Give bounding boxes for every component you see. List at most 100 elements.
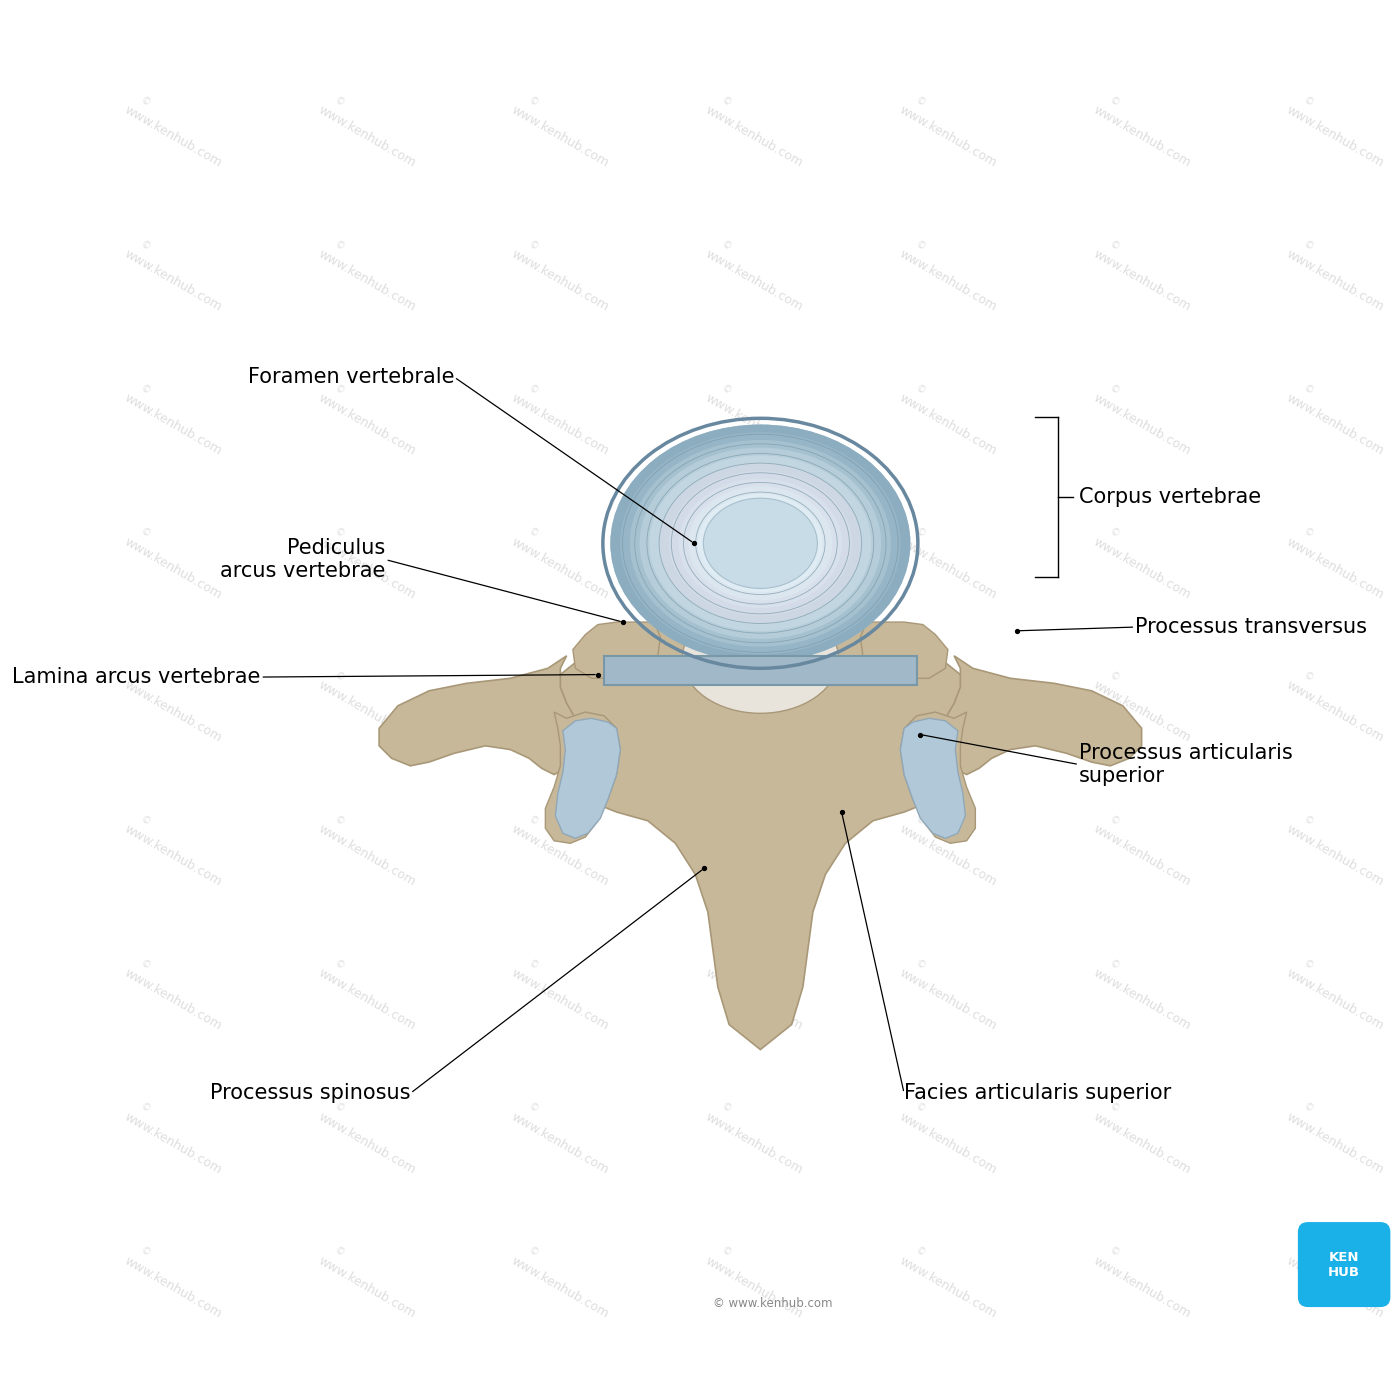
Text: ©: © [526, 958, 539, 972]
Text: www.kenhub.com: www.kenhub.com [703, 679, 805, 745]
Text: www.kenhub.com: www.kenhub.com [1284, 823, 1386, 889]
Text: ©: © [139, 958, 153, 972]
Text: www.kenhub.com: www.kenhub.com [315, 248, 417, 314]
Polygon shape [542, 624, 979, 1050]
Text: www.kenhub.com: www.kenhub.com [1091, 392, 1193, 458]
Text: ©: © [720, 526, 734, 540]
Ellipse shape [699, 494, 823, 592]
Text: www.kenhub.com: www.kenhub.com [1091, 104, 1193, 171]
Text: ©: © [720, 239, 734, 252]
Text: www.kenhub.com: www.kenhub.com [122, 248, 224, 314]
Text: ©: © [526, 1102, 539, 1114]
Text: ©: © [1107, 239, 1121, 252]
Text: ©: © [720, 1246, 734, 1259]
Text: www.kenhub.com: www.kenhub.com [510, 104, 612, 171]
Text: www.kenhub.com: www.kenhub.com [1284, 392, 1386, 458]
Text: www.kenhub.com: www.kenhub.com [897, 1254, 1000, 1320]
Text: www.kenhub.com: www.kenhub.com [315, 966, 417, 1033]
Text: Processus spinosus: Processus spinosus [210, 1084, 410, 1103]
Text: www.kenhub.com: www.kenhub.com [510, 679, 612, 745]
Text: ©: © [139, 526, 153, 540]
Polygon shape [379, 655, 580, 774]
Text: Pediculus
arcus vertebrae: Pediculus arcus vertebrae [220, 538, 385, 581]
Text: www.kenhub.com: www.kenhub.com [510, 535, 612, 602]
Text: ©: © [139, 95, 153, 109]
Text: ©: © [526, 526, 539, 540]
Text: www.kenhub.com: www.kenhub.com [897, 966, 1000, 1033]
Text: www.kenhub.com: www.kenhub.com [897, 1110, 1000, 1176]
Polygon shape [861, 622, 948, 679]
Text: ©: © [1107, 671, 1121, 683]
Text: ©: © [332, 239, 346, 252]
Text: www.kenhub.com: www.kenhub.com [1284, 966, 1386, 1033]
Text: ©: © [332, 1246, 346, 1259]
Text: ©: © [1301, 526, 1315, 540]
Text: www.kenhub.com: www.kenhub.com [1284, 679, 1386, 745]
Text: ©: © [720, 671, 734, 683]
Text: www.kenhub.com: www.kenhub.com [315, 104, 417, 171]
Text: Processus transversus: Processus transversus [1135, 617, 1368, 637]
Text: www.kenhub.com: www.kenhub.com [703, 248, 805, 314]
Text: ©: © [1107, 1102, 1121, 1114]
Ellipse shape [669, 470, 851, 616]
Text: www.kenhub.com: www.kenhub.com [1284, 248, 1386, 314]
Text: www.kenhub.com: www.kenhub.com [315, 823, 417, 889]
Text: ©: © [526, 813, 539, 827]
Text: ©: © [332, 671, 346, 683]
Text: www.kenhub.com: www.kenhub.com [703, 1110, 805, 1176]
Text: ©: © [914, 958, 927, 972]
Text: www.kenhub.com: www.kenhub.com [1091, 679, 1193, 745]
Text: ©: © [914, 1102, 927, 1114]
Text: www.kenhub.com: www.kenhub.com [510, 966, 612, 1033]
Polygon shape [900, 718, 966, 839]
Text: www.kenhub.com: www.kenhub.com [122, 679, 224, 745]
Text: ©: © [720, 1102, 734, 1114]
Text: www.kenhub.com: www.kenhub.com [1284, 1110, 1386, 1176]
Text: ©: © [1301, 1102, 1315, 1114]
Ellipse shape [610, 424, 910, 662]
Text: KEN
HUB: KEN HUB [1329, 1250, 1361, 1278]
Text: ©: © [139, 671, 153, 683]
Text: ©: © [720, 382, 734, 396]
Ellipse shape [630, 440, 890, 647]
Text: Facies articularis superior: Facies articularis superior [904, 1084, 1172, 1103]
Text: www.kenhub.com: www.kenhub.com [1284, 104, 1386, 171]
Ellipse shape [682, 603, 839, 714]
Ellipse shape [650, 455, 871, 631]
FancyBboxPatch shape [1298, 1222, 1390, 1308]
Text: www.kenhub.com: www.kenhub.com [1091, 966, 1193, 1033]
Text: www.kenhub.com: www.kenhub.com [1091, 1110, 1193, 1176]
Text: ©: © [1107, 526, 1121, 540]
Text: www.kenhub.com: www.kenhub.com [510, 392, 612, 458]
Text: ©: © [720, 958, 734, 972]
Text: www.kenhub.com: www.kenhub.com [897, 679, 1000, 745]
Text: ©: © [1107, 958, 1121, 972]
Text: www.kenhub.com: www.kenhub.com [703, 535, 805, 602]
Text: ©: © [914, 382, 927, 396]
Text: www.kenhub.com: www.kenhub.com [897, 104, 1000, 171]
Polygon shape [556, 718, 620, 839]
Polygon shape [605, 655, 917, 685]
Ellipse shape [703, 498, 818, 588]
Text: www.kenhub.com: www.kenhub.com [510, 248, 612, 314]
Text: www.kenhub.com: www.kenhub.com [1091, 248, 1193, 314]
Text: ©: © [1301, 813, 1315, 827]
Text: ©: © [914, 1246, 927, 1259]
Text: Foramen vertebrale: Foramen vertebrale [248, 367, 454, 386]
Text: ©: © [1301, 95, 1315, 109]
Ellipse shape [640, 448, 881, 638]
Text: ©: © [139, 813, 153, 827]
Text: ©: © [1107, 1246, 1121, 1259]
Text: www.kenhub.com: www.kenhub.com [122, 1110, 224, 1176]
Text: www.kenhub.com: www.kenhub.com [703, 823, 805, 889]
Text: ©: © [139, 1246, 153, 1259]
Text: © www.kenhub.com: © www.kenhub.com [713, 1296, 833, 1309]
Text: www.kenhub.com: www.kenhub.com [122, 823, 224, 889]
Ellipse shape [659, 463, 861, 623]
Text: ©: © [332, 1102, 346, 1114]
Text: ©: © [720, 95, 734, 109]
Polygon shape [942, 655, 1141, 774]
Text: ©: © [139, 382, 153, 396]
Text: www.kenhub.com: www.kenhub.com [122, 104, 224, 171]
Text: ©: © [139, 239, 153, 252]
